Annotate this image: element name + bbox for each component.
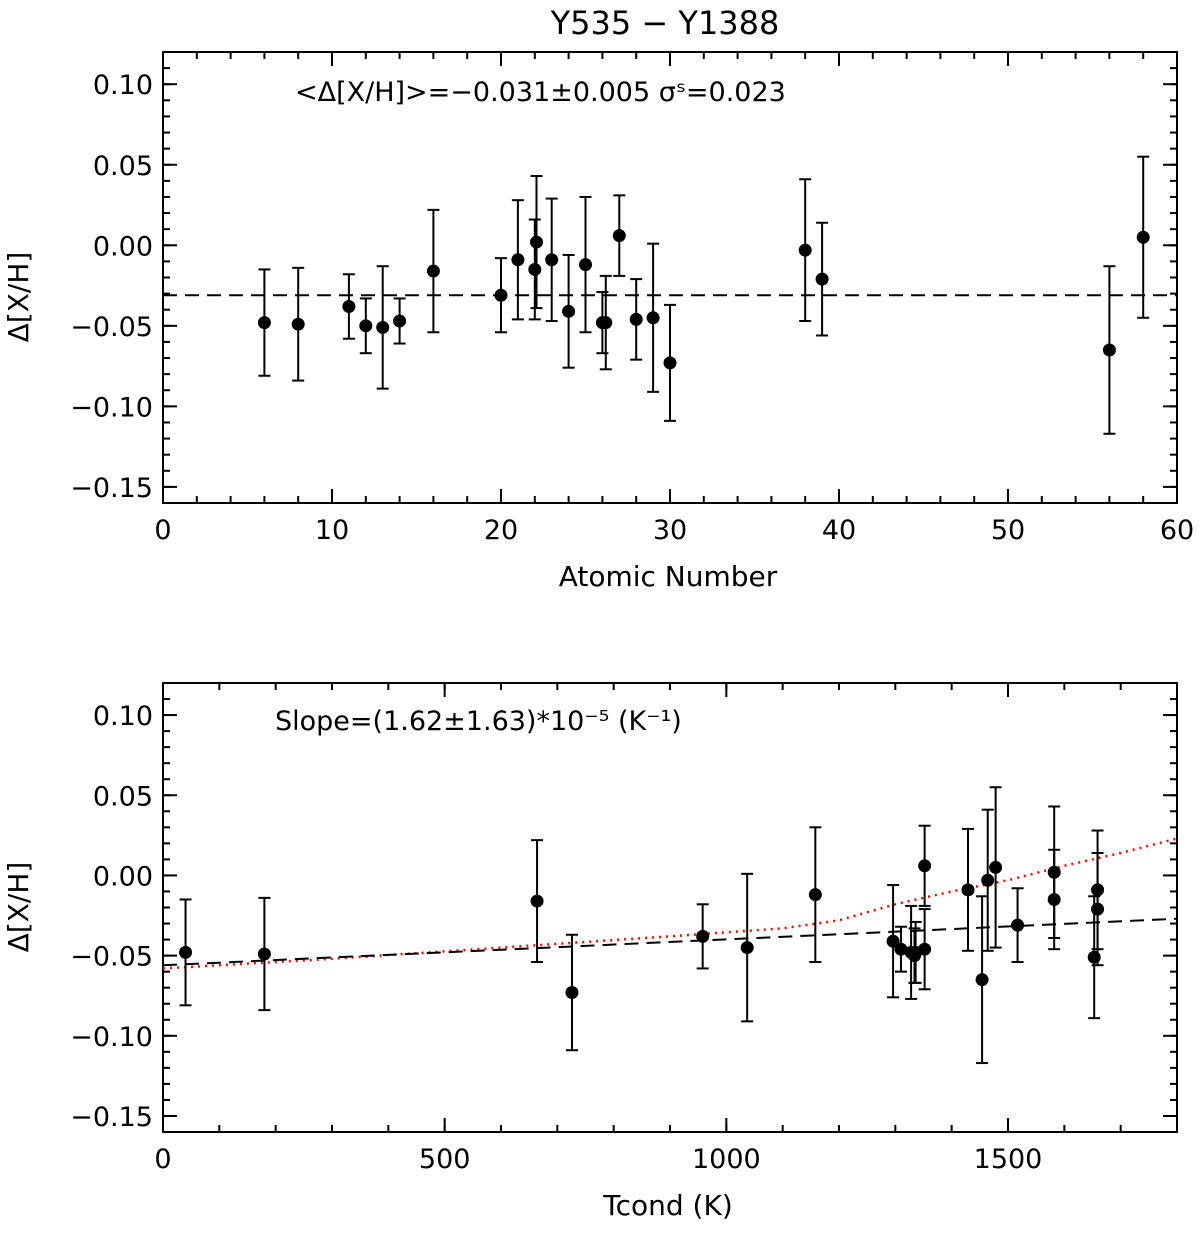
data-point	[629, 312, 643, 326]
data-point	[342, 299, 356, 313]
data-point	[257, 947, 271, 961]
data-point	[1091, 902, 1105, 916]
y-axis-label: Δ[X/H]	[2, 252, 35, 343]
y-tick-label: 0.10	[93, 70, 153, 101]
y-tick-label: 0.00	[93, 861, 153, 892]
slope-annotation: Slope=(1.62±1.63)*10⁻⁵ (K⁻¹)	[275, 706, 682, 737]
data-point	[530, 894, 544, 908]
data-point	[961, 883, 975, 897]
mean-annotation: <Δ[X/H]>=−0.031±0.005 σˢ=0.023	[295, 77, 786, 108]
plot-frame	[162, 682, 1178, 1133]
data-point	[528, 262, 542, 276]
y-tick-label: 0.00	[93, 231, 153, 262]
data-point	[511, 253, 525, 267]
y-tick-label: −0.15	[70, 473, 153, 504]
x-tick-label: 0	[154, 515, 171, 546]
data-point	[257, 316, 271, 330]
y-tick-label: −0.15	[70, 1102, 153, 1133]
data-point	[579, 258, 592, 272]
data-point	[1087, 950, 1101, 964]
data-point	[376, 320, 390, 334]
fit-line	[162, 917, 1178, 967]
data-point	[981, 873, 995, 887]
data-point	[696, 929, 710, 943]
data-point	[663, 356, 677, 370]
y-tick-label: 0.05	[93, 781, 153, 812]
y-tick-label: 0.05	[93, 151, 153, 182]
panel-tcond: Slope=(1.62±1.63)*10⁻⁵ (K⁻¹) Tcond (K) Δ…	[2, 682, 1178, 1222]
x-tick-label: 1500	[974, 1144, 1043, 1175]
data-point	[918, 942, 932, 956]
x-tick-label: 10	[315, 515, 349, 546]
y-tick-label: −0.05	[70, 942, 153, 973]
data-point	[426, 264, 440, 278]
data-point	[1011, 918, 1025, 932]
y-tick-label: −0.05	[70, 312, 153, 343]
data-point	[894, 942, 908, 956]
x-tick-label: 60	[1160, 515, 1194, 546]
y-tick-label: −0.10	[70, 1022, 153, 1053]
data-point	[393, 314, 407, 328]
data-point	[989, 860, 1003, 874]
panel-atomic-number: Y535 − Y1388 <Δ[X/H]>=−0.031±0.005 σˢ=0.…	[2, 4, 1194, 593]
plot-frame	[162, 51, 1178, 504]
data-point	[815, 272, 829, 286]
x-tick-label: 30	[653, 515, 687, 546]
data-point	[1047, 892, 1061, 906]
data-point	[179, 945, 193, 959]
y-tick-label: 0.10	[93, 701, 153, 732]
x-tick-label: 40	[822, 515, 856, 546]
x-tick-label: 0	[154, 1144, 171, 1175]
data-point	[359, 319, 373, 333]
data-point	[565, 985, 579, 999]
x-tick-label: 500	[419, 1144, 471, 1175]
chart-title: Y535 − Y1388	[550, 4, 780, 42]
data-point	[545, 253, 559, 267]
data-point	[599, 316, 613, 330]
data-point	[808, 888, 822, 902]
data-point	[740, 941, 754, 955]
x-tick-label: 1000	[692, 1144, 761, 1175]
data-point	[886, 934, 900, 948]
y-axis-label: Δ[X/H]	[2, 862, 35, 953]
data-point	[562, 304, 576, 318]
data-point	[529, 235, 543, 249]
data-point	[798, 243, 812, 257]
trend-line	[162, 837, 1178, 970]
data-point	[1136, 230, 1150, 244]
data-point	[612, 229, 626, 243]
data-point	[1102, 343, 1116, 357]
data-point	[291, 317, 305, 331]
x-axis-label: Atomic Number	[559, 560, 778, 593]
data-point	[646, 311, 660, 325]
data-point	[975, 973, 989, 987]
x-tick-label: 20	[484, 515, 518, 546]
x-tick-label: 50	[991, 515, 1025, 546]
data-point	[494, 288, 508, 302]
y-tick-label: −0.10	[70, 392, 153, 423]
data-point	[918, 859, 932, 873]
x-axis-label: Tcond (K)	[602, 1189, 733, 1222]
